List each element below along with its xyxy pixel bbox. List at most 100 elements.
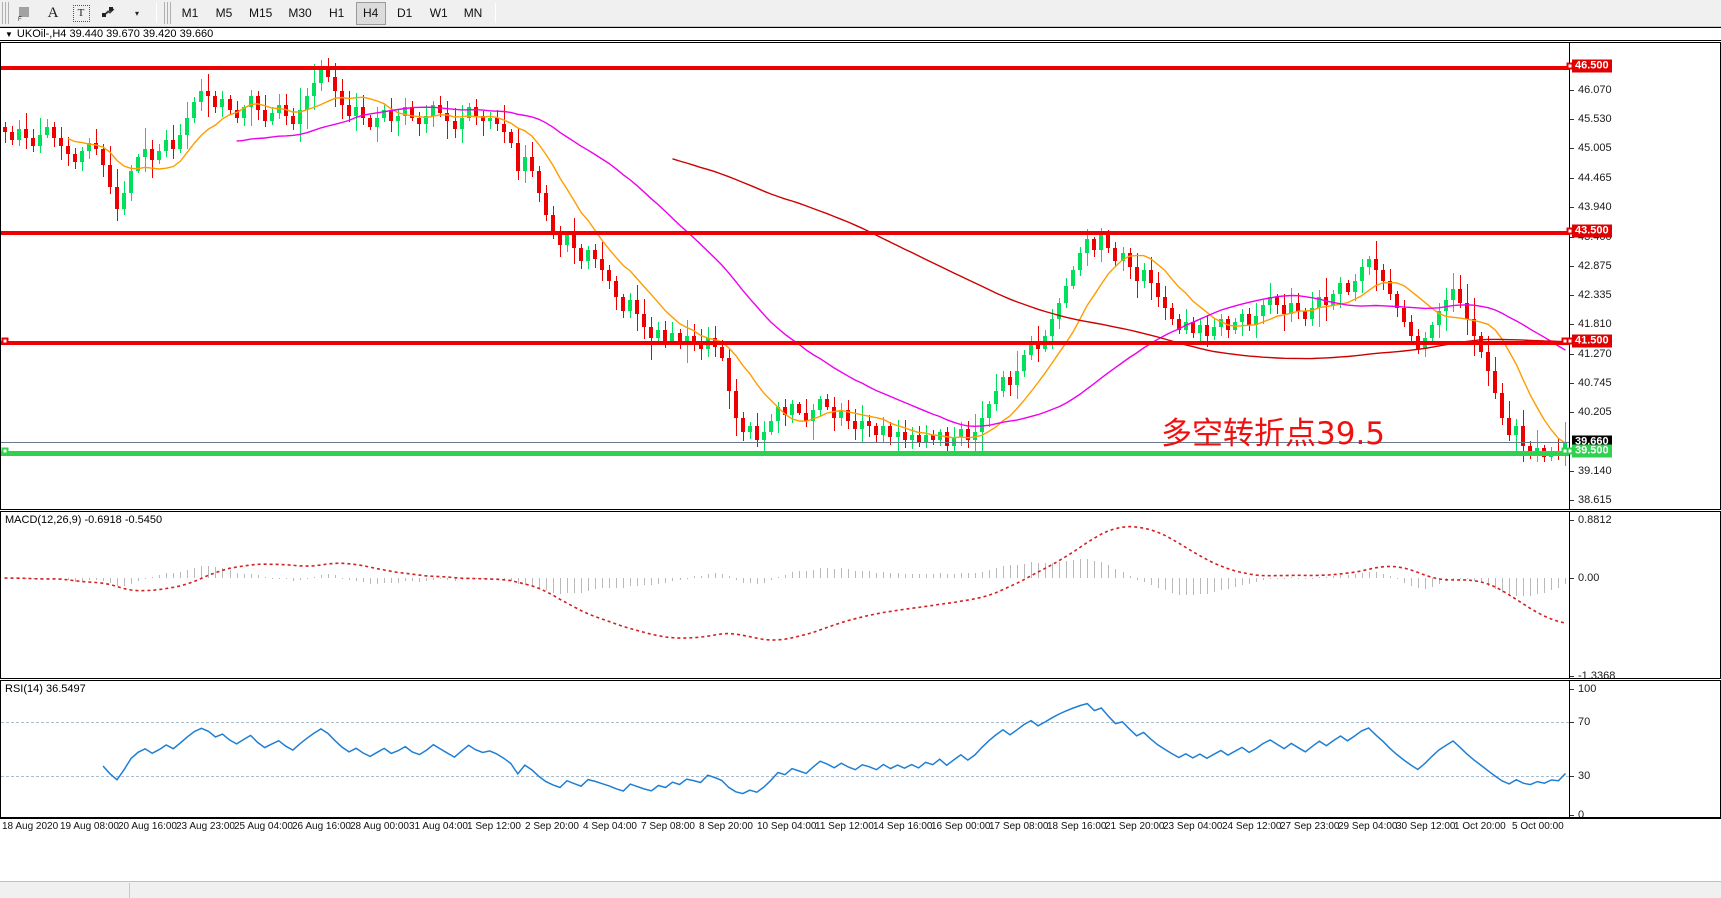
candle-body (741, 418, 745, 432)
macd-histogram-bar (1565, 577, 1566, 585)
candle-body (670, 332, 674, 342)
timeframe-drag-handle[interactable] (164, 2, 173, 24)
candle-body (621, 297, 625, 311)
price-tickmark (1570, 499, 1574, 501)
candle-body (270, 112, 274, 122)
chevron-down-icon[interactable]: ▾ (134, 8, 139, 18)
timeframe-h1[interactable]: H1 (329, 6, 345, 20)
macd-axis-tick: 0.00 (1578, 571, 1600, 584)
price-level-line-41.5[interactable] (1, 341, 1569, 346)
rsi-line (102, 702, 1567, 795)
price-level-line-39.5[interactable] (1, 451, 1569, 457)
price-tickmark (1570, 353, 1574, 355)
objects-icon[interactable] (96, 1, 122, 25)
macd-histogram-bar (933, 574, 934, 578)
candle-body (1458, 288, 1462, 303)
candle-body (860, 420, 864, 430)
time-axis-label: 5 Oct 00:00 (1512, 821, 1564, 832)
macd-histogram-bar (1172, 577, 1173, 593)
price-level-handle-39.5[interactable] (1, 447, 9, 455)
timeframe-mn[interactable]: MN (463, 6, 483, 20)
macd-histogram-bar (1137, 577, 1138, 580)
timeframe-h4[interactable]: H4 (355, 1, 386, 25)
price-level-tag-43.500[interactable]: 43.500 (1572, 224, 1612, 238)
candle-body (31, 137, 35, 146)
price-chart-panel[interactable]: 46.07045.53045.00544.46543.94043.40042.8… (0, 42, 1721, 510)
macd-histogram-bar (1439, 577, 1440, 585)
timeframe-m15[interactable]: M15 (249, 6, 273, 20)
macd-axis[interactable]: 0.8812 0.00 -1.3368 (1569, 512, 1720, 678)
chart-dropdown-icon[interactable]: ▼ (5, 29, 13, 39)
price-tickmark (1570, 324, 1574, 326)
candle-body (790, 404, 794, 416)
rsi-axis[interactable]: 100 70 30 0 (1569, 681, 1720, 817)
macd-histogram-bar (1115, 569, 1116, 578)
timeframe-m5[interactable]: M5 (215, 6, 233, 20)
macd-plot-area[interactable] (1, 512, 1569, 678)
macd-panel[interactable]: MACD(12,26,9) -0.6918 -0.5450 0.8812 0.00… (0, 511, 1721, 679)
macd-histogram-bar (1481, 577, 1482, 584)
macd-histogram-bar (708, 574, 709, 578)
macd-histogram-bar (1558, 577, 1559, 588)
candle-body (1099, 233, 1103, 251)
macd-histogram-bar (412, 577, 413, 582)
candle-wick (813, 403, 814, 440)
macd-histogram-bar (525, 577, 526, 585)
macd-histogram-bar (1305, 577, 1306, 579)
toolbar-drag-handle[interactable] (2, 2, 11, 24)
price-level-handle-41.5[interactable] (1, 337, 9, 345)
macd-histogram-bar (391, 577, 392, 584)
macd-histogram-bar (476, 577, 477, 579)
macd-histogram-bar (68, 577, 69, 581)
candle-body (727, 357, 731, 391)
macd-histogram-bar (1193, 577, 1194, 596)
candle-body (832, 407, 836, 419)
price-level-line-39.66[interactable] (1, 442, 1569, 444)
price-tickmark (1570, 89, 1574, 91)
macd-histogram-bar (187, 570, 188, 578)
macd-histogram-bar (792, 572, 793, 578)
price-axis[interactable]: 46.07045.53045.00544.46543.94043.40042.8… (1566, 43, 1720, 509)
macd-histogram-bar (799, 571, 800, 578)
macd-histogram-bar (124, 577, 125, 587)
candle-body (1507, 418, 1511, 435)
candle-body (881, 426, 885, 435)
rsi-plot-area[interactable] (1, 681, 1569, 817)
macd-histogram-bar (497, 577, 498, 580)
price-plot-area[interactable] (1, 43, 1569, 509)
candle-body (1521, 426, 1525, 446)
timeframe-m1[interactable]: M1 (181, 6, 199, 20)
candle-body (1170, 308, 1174, 320)
macd-histogram-bar (237, 572, 238, 578)
macd-histogram-bar (975, 573, 976, 578)
text-label-icon[interactable]: T (68, 1, 94, 25)
price-level-line-46.5[interactable] (1, 66, 1569, 71)
time-axis[interactable]: 18 Aug 2020 19 Aug 08:00 20 Aug 16:00 23 Au… (0, 818, 1721, 833)
rsi-axis-tick: 100 (1578, 683, 1597, 695)
candle-body (593, 250, 597, 259)
candle-body (375, 118, 379, 127)
templates-icon[interactable]: F (12, 1, 38, 25)
macd-histogram-bar (1411, 577, 1412, 586)
timeframe-m30[interactable]: M30 (288, 6, 312, 20)
candle-body (1212, 327, 1216, 336)
timeframe-d1[interactable]: D1 (397, 6, 413, 20)
candle-body (663, 330, 667, 342)
price-level-tag-39.500[interactable]: 39.500 (1572, 444, 1612, 458)
candle-body (769, 420, 773, 432)
rsi-panel[interactable]: RSI(14) 36.5497 100 70 30 0 (0, 680, 1721, 818)
macd-signal-line (4, 525, 1566, 641)
symbol-info-bar[interactable]: ▼ UKOil-,H4 39.440 39.670 39.420 39.660 (0, 27, 1721, 41)
macd-histogram-bar (771, 577, 772, 581)
candle-body (896, 431, 900, 438)
candle-body (1198, 324, 1202, 333)
price-level-tag-46.500[interactable]: 46.500 (1572, 59, 1612, 73)
macd-histogram-bar (363, 577, 364, 583)
price-axis-tick: 46.070 (1578, 83, 1612, 96)
candle-body (424, 115, 428, 124)
price-level-line-43.5[interactable] (1, 231, 1569, 236)
candle-body (185, 118, 189, 135)
price-level-tag-41.500[interactable]: 41.500 (1572, 334, 1612, 348)
timeframe-w1[interactable]: W1 (429, 6, 448, 20)
text-tool-icon[interactable]: A (47, 4, 59, 21)
